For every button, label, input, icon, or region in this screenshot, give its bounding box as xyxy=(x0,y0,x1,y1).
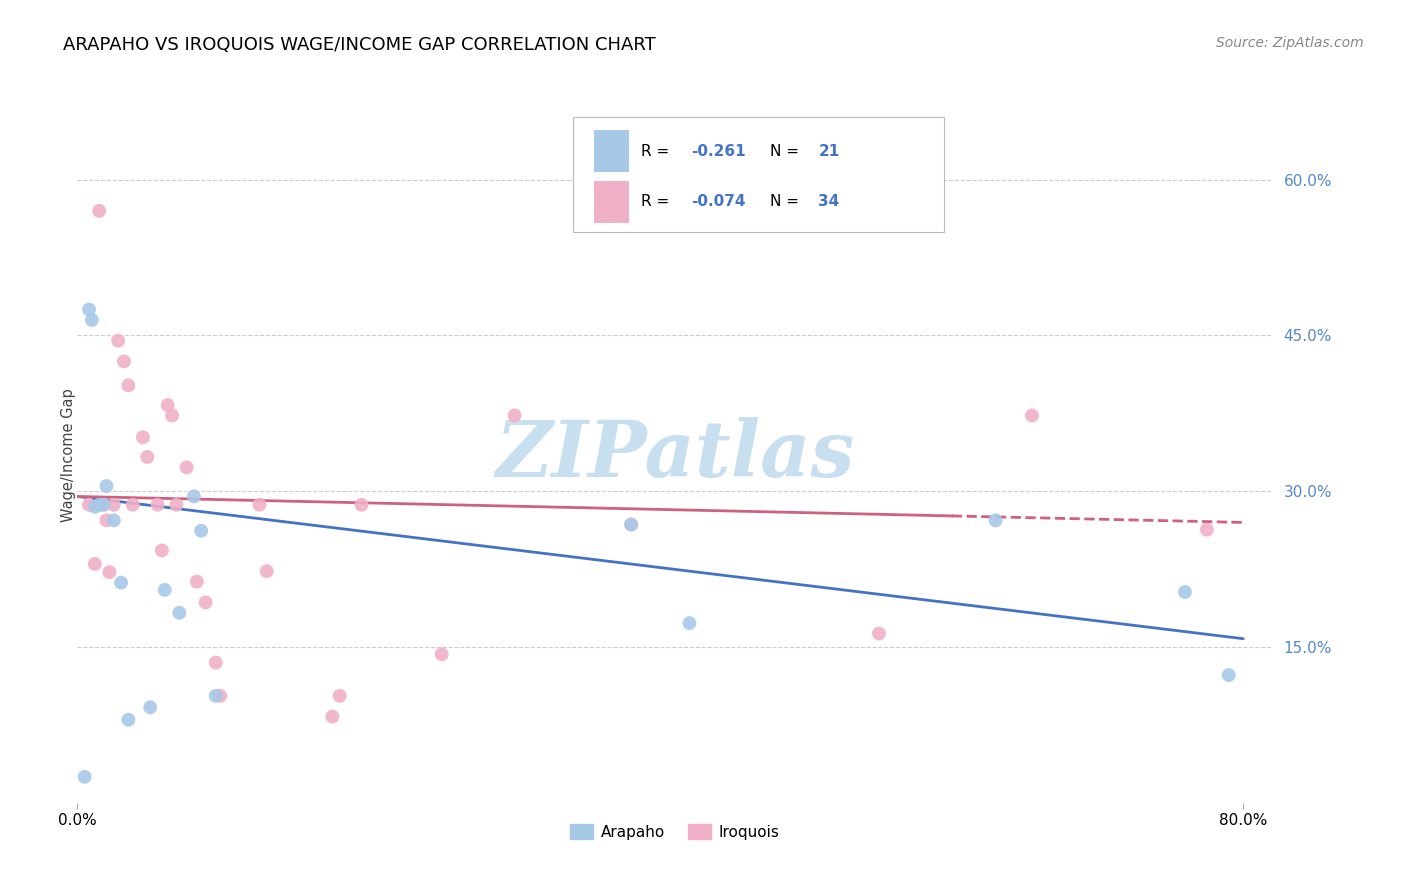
Point xyxy=(1174,585,1197,599)
Point xyxy=(83,557,105,571)
Point xyxy=(204,689,226,703)
Point xyxy=(165,498,187,512)
Point xyxy=(117,378,139,392)
FancyBboxPatch shape xyxy=(593,130,630,172)
Point xyxy=(249,498,271,512)
Point xyxy=(121,498,143,512)
Point xyxy=(503,409,526,423)
Point xyxy=(73,770,96,784)
Text: R =: R = xyxy=(641,194,675,210)
Point xyxy=(183,490,205,504)
Point xyxy=(83,500,105,514)
Legend: Arapaho, Iroquois: Arapaho, Iroquois xyxy=(562,816,787,847)
Text: N =: N = xyxy=(770,144,804,159)
Text: 21: 21 xyxy=(818,144,839,159)
Text: R =: R = xyxy=(641,144,675,159)
Point xyxy=(112,354,135,368)
Point xyxy=(868,626,890,640)
Point xyxy=(117,713,139,727)
Point xyxy=(204,656,226,670)
Text: N =: N = xyxy=(770,194,804,210)
Point xyxy=(77,498,100,512)
Y-axis label: Wage/Income Gap: Wage/Income Gap xyxy=(62,388,76,522)
Point xyxy=(93,498,115,512)
Point xyxy=(132,430,155,444)
Point xyxy=(77,302,100,317)
Point xyxy=(150,543,173,558)
Point xyxy=(984,513,1007,527)
Point xyxy=(169,606,191,620)
Point xyxy=(160,409,183,423)
FancyBboxPatch shape xyxy=(593,181,630,223)
Point xyxy=(321,709,343,723)
Point xyxy=(103,513,125,527)
Point xyxy=(209,689,232,703)
Point xyxy=(153,582,176,597)
Point xyxy=(194,595,217,609)
Point xyxy=(256,564,278,578)
Point xyxy=(176,460,198,475)
Point xyxy=(1218,668,1240,682)
Point xyxy=(350,498,373,512)
Point xyxy=(98,566,121,580)
Text: 34: 34 xyxy=(818,194,839,210)
Point xyxy=(329,689,352,703)
Point xyxy=(186,574,208,589)
Point xyxy=(139,700,162,714)
Text: Source: ZipAtlas.com: Source: ZipAtlas.com xyxy=(1216,36,1364,50)
Point xyxy=(430,648,453,662)
Point xyxy=(89,203,111,218)
Point xyxy=(96,479,118,493)
Point xyxy=(107,334,129,348)
Point xyxy=(620,517,643,532)
Point xyxy=(96,513,118,527)
Point xyxy=(93,498,115,512)
Point xyxy=(110,575,132,590)
Text: ZIPatlas: ZIPatlas xyxy=(495,417,855,493)
Text: -0.261: -0.261 xyxy=(692,144,747,159)
Point xyxy=(156,398,179,412)
Point xyxy=(190,524,212,538)
Point xyxy=(1195,523,1218,537)
Point xyxy=(136,450,159,464)
Point xyxy=(620,517,643,532)
Point xyxy=(1021,409,1043,423)
Point xyxy=(89,498,111,512)
Text: ARAPAHO VS IROQUOIS WAGE/INCOME GAP CORRELATION CHART: ARAPAHO VS IROQUOIS WAGE/INCOME GAP CORR… xyxy=(63,36,657,54)
Text: -0.074: -0.074 xyxy=(692,194,747,210)
Point xyxy=(146,498,169,512)
Point xyxy=(103,498,125,512)
Point xyxy=(678,616,700,631)
FancyBboxPatch shape xyxy=(574,118,943,232)
Point xyxy=(80,313,103,327)
